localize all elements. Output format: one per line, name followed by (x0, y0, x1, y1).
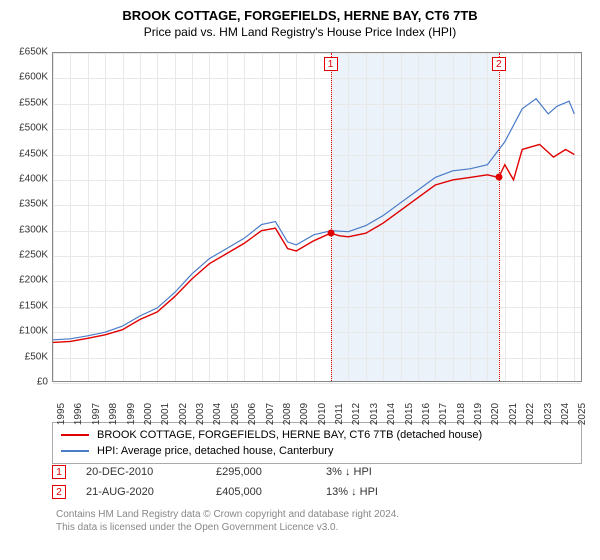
y-tick-label: £0 (0, 377, 48, 388)
x-tick-label: 2022 (525, 403, 536, 425)
x-tick-label: 2020 (490, 403, 501, 425)
x-tick-label: 2004 (212, 403, 223, 425)
y-tick-label: £550K (0, 97, 48, 108)
sale-price: £405,000 (216, 486, 306, 498)
x-tick-label: 2016 (421, 403, 432, 425)
x-tick-label: 1996 (73, 403, 84, 425)
chart-plot-area: 12 (52, 52, 582, 382)
event-marker-line (331, 53, 332, 381)
sale-date: 21-AUG-2020 (86, 486, 196, 498)
x-tick-label: 1998 (108, 403, 119, 425)
event-marker-box: 2 (492, 57, 506, 71)
y-tick-label: £650K (0, 47, 48, 58)
y-tick-label: £100K (0, 326, 48, 337)
event-marker-box: 1 (324, 57, 338, 71)
y-tick-label: £400K (0, 173, 48, 184)
event-marker-line (499, 53, 500, 381)
legend-swatch (61, 434, 89, 436)
x-tick-label: 2014 (386, 403, 397, 425)
legend-swatch (61, 450, 89, 452)
x-tick-label: 2010 (317, 403, 328, 425)
event-data-point (495, 174, 502, 181)
sale-delta: 13% ↓ HPI (326, 486, 378, 498)
x-tick-label: 2009 (299, 403, 310, 425)
event-data-point (327, 230, 334, 237)
y-tick-label: £600K (0, 72, 48, 83)
x-tick-label: 2005 (230, 403, 241, 425)
x-tick-label: 2024 (560, 403, 571, 425)
legend-row: BROOK COTTAGE, FORGEFIELDS, HERNE BAY, C… (61, 427, 573, 443)
x-tick-label: 2006 (247, 403, 258, 425)
y-tick-label: £300K (0, 224, 48, 235)
x-tick-label: 2017 (438, 403, 449, 425)
chart-title: BROOK COTTAGE, FORGEFIELDS, HERNE BAY, C… (0, 0, 600, 23)
x-tick-label: 1999 (126, 403, 137, 425)
x-tick-label: 2000 (143, 403, 154, 425)
sale-date: 20-DEC-2010 (86, 466, 196, 478)
y-tick-label: £350K (0, 199, 48, 210)
sale-row: 2 21-AUG-2020 £405,000 13% ↓ HPI (52, 482, 582, 502)
sales-table: 1 20-DEC-2010 £295,000 3% ↓ HPI 2 21-AUG-2020… (52, 462, 582, 502)
sale-delta: 3% ↓ HPI (326, 466, 372, 478)
x-tick-label: 2002 (178, 403, 189, 425)
y-tick-label: £150K (0, 300, 48, 311)
legend-row: HPI: Average price, detached house, Cant… (61, 443, 573, 459)
y-tick-label: £500K (0, 123, 48, 134)
sale-marker: 2 (52, 485, 66, 499)
x-tick-label: 2003 (195, 403, 206, 425)
x-tick-label: 2018 (456, 403, 467, 425)
x-tick-label: 2013 (369, 403, 380, 425)
y-tick-label: £450K (0, 148, 48, 159)
footer-line-1: Contains HM Land Registry data © Crown c… (56, 508, 582, 521)
x-tick-label: 2008 (282, 403, 293, 425)
y-tick-label: £250K (0, 250, 48, 261)
footer-attribution: Contains HM Land Registry data © Crown c… (56, 508, 582, 534)
y-tick-label: £50K (0, 351, 48, 362)
x-tick-label: 2015 (404, 403, 415, 425)
series-hpi (53, 99, 574, 340)
legend: BROOK COTTAGE, FORGEFIELDS, HERNE BAY, C… (52, 422, 582, 464)
legend-label: HPI: Average price, detached house, Cant… (97, 445, 333, 457)
x-tick-label: 1997 (91, 403, 102, 425)
sale-row: 1 20-DEC-2010 £295,000 3% ↓ HPI (52, 462, 582, 482)
gridline-h (53, 383, 581, 384)
x-tick-label: 1995 (56, 403, 67, 425)
footer-line-2: This data is licensed under the Open Gov… (56, 521, 582, 534)
x-tick-label: 2011 (334, 403, 345, 425)
chart-subtitle: Price paid vs. HM Land Registry's House … (0, 23, 600, 39)
chart-lines (53, 53, 583, 383)
x-tick-label: 2021 (508, 403, 519, 425)
x-tick-label: 2019 (473, 403, 484, 425)
sale-price: £295,000 (216, 466, 306, 478)
x-tick-label: 2012 (351, 403, 362, 425)
x-tick-label: 2023 (543, 403, 554, 425)
x-tick-label: 2001 (160, 403, 171, 425)
sale-marker: 1 (52, 465, 66, 479)
x-tick-label: 2025 (577, 403, 588, 425)
x-tick-label: 2007 (265, 403, 276, 425)
legend-label: BROOK COTTAGE, FORGEFIELDS, HERNE BAY, C… (97, 429, 482, 441)
y-tick-label: £200K (0, 275, 48, 286)
